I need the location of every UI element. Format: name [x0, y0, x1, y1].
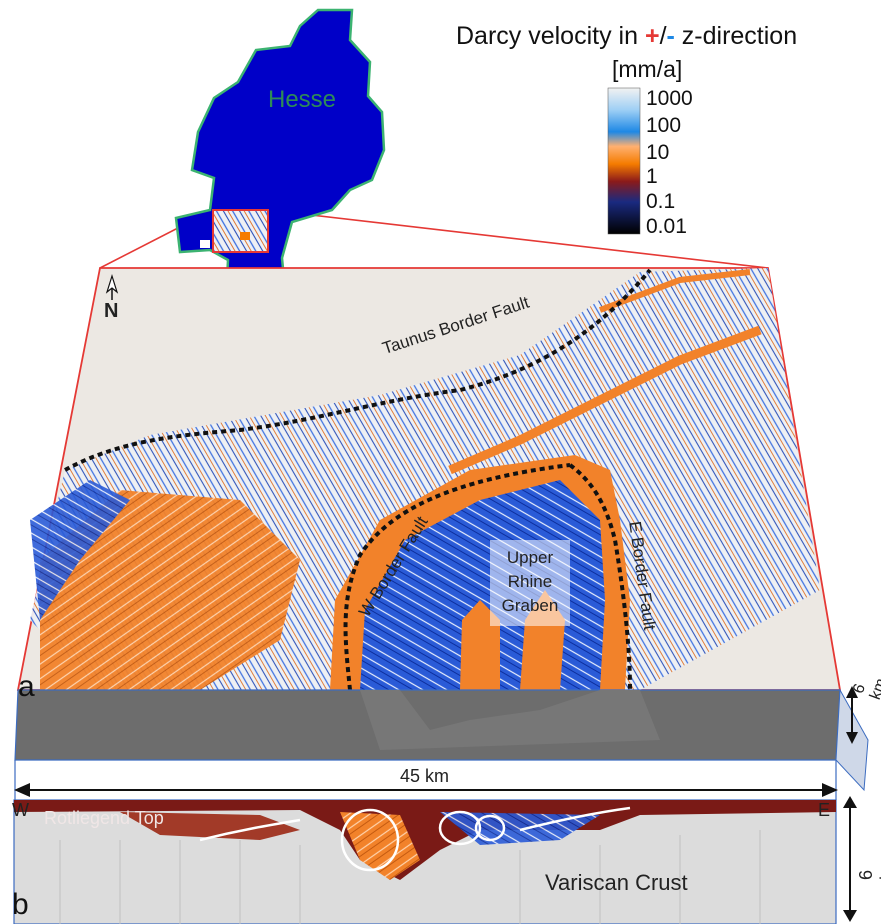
colorbar-title-suffix: z-direction	[674, 22, 798, 50]
east-label: E	[818, 800, 831, 820]
west-label: W	[12, 800, 29, 820]
map-inset-square	[212, 209, 269, 253]
orange-fan-west	[40, 490, 300, 690]
colorbar-tick: 0.1	[646, 190, 676, 213]
rotliegend-label: Rotliegend Top	[44, 808, 164, 828]
graben-label-line: Graben	[501, 596, 559, 615]
graben-label: Upper Rhine Graben	[490, 540, 570, 626]
graben-label-line: Rhine	[507, 572, 553, 591]
depth-label-b: 6 km	[856, 856, 881, 880]
colorbar-tick: 1	[646, 165, 658, 188]
panel-b-letter: b	[12, 888, 29, 921]
colorbar-title: Darcy velocity in +/- z-direction	[456, 22, 797, 51]
distance-label: 45 km	[400, 766, 450, 786]
blue-west	[30, 480, 130, 620]
colorbar-title-prefix: Darcy velocity in	[456, 22, 645, 50]
hesse-label: Hesse	[268, 86, 337, 113]
graben-label-line: Upper	[506, 548, 554, 567]
north-label: N	[104, 300, 119, 322]
colorbar-unit: [mm/a]	[612, 56, 683, 82]
minus-sign: -	[666, 22, 675, 50]
plus-sign: +	[644, 22, 660, 50]
west-fault-line	[343, 463, 571, 691]
colorbar-tick: 1000	[646, 87, 693, 110]
colorbar-gradient	[607, 87, 641, 235]
panel-a-letter: a	[18, 670, 35, 703]
colorbar-tick: 100	[646, 114, 682, 137]
slash: /	[659, 22, 667, 50]
block-front-side	[14, 689, 841, 761]
colorbar-tick: 0.01	[646, 215, 687, 238]
crust-label: Variscan Crust	[545, 870, 688, 895]
taunus-fault-line	[64, 268, 652, 472]
colorbar-tick: 10	[646, 141, 670, 164]
